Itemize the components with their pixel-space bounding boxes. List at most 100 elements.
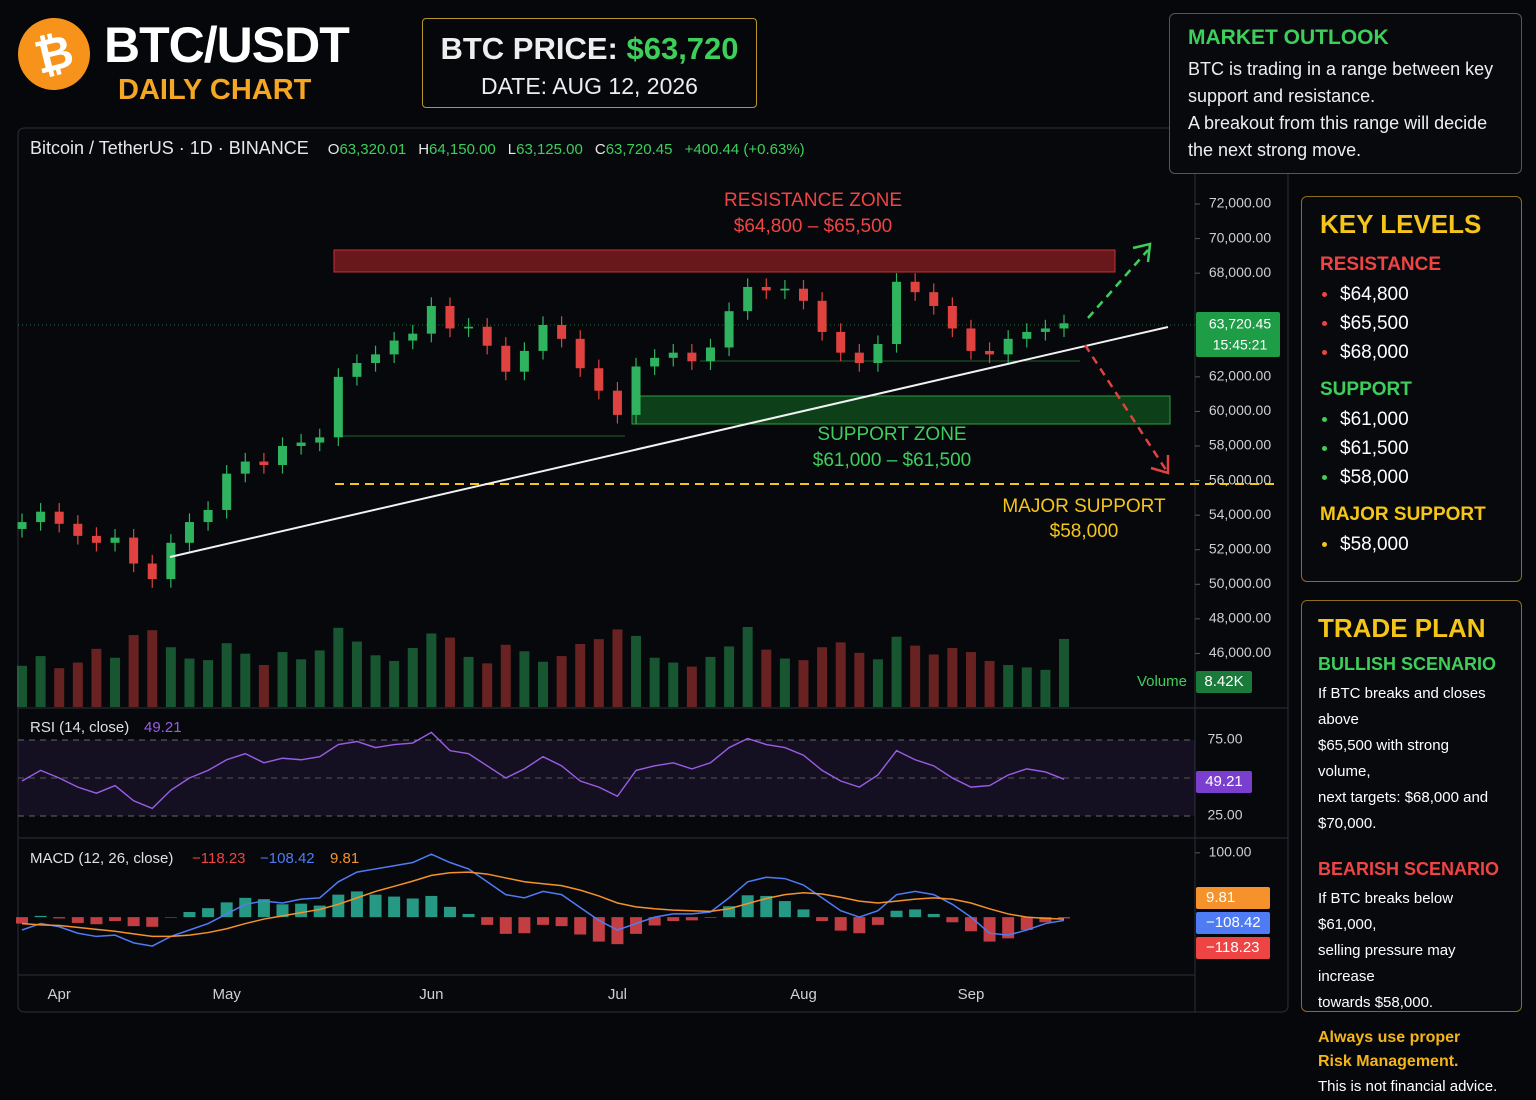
candle-body bbox=[408, 333, 418, 341]
volume-bar bbox=[649, 657, 660, 707]
macd-histogram-bar bbox=[518, 917, 531, 934]
ohlc-key: C bbox=[594, 141, 606, 158]
level: $61,500 bbox=[1320, 434, 1503, 463]
candle-body bbox=[464, 326, 474, 329]
volume-bar bbox=[612, 629, 623, 707]
macd-tick-label: 100.00 bbox=[1209, 844, 1252, 860]
y-tick-label: 52,000.00 bbox=[1209, 540, 1271, 556]
trend-line bbox=[169, 326, 1169, 558]
date: DATE: AUG 12, 2026 bbox=[481, 73, 698, 99]
disclaimer: This is not financial advice. bbox=[1318, 1078, 1498, 1095]
volume-bar bbox=[668, 662, 679, 707]
candle-body bbox=[668, 352, 678, 358]
volume-bar bbox=[835, 642, 846, 707]
macd-histogram-bar bbox=[537, 917, 549, 925]
macd-histogram-bar bbox=[890, 910, 903, 918]
macd-histogram-bar bbox=[760, 895, 773, 918]
y-tick-label: 58,000.00 bbox=[1209, 437, 1271, 453]
macd-histogram-bar bbox=[741, 895, 754, 918]
candle-body bbox=[426, 305, 436, 334]
candle-body bbox=[371, 354, 381, 364]
macd-histogram-bar bbox=[648, 917, 661, 926]
volume-bar bbox=[277, 652, 288, 707]
symbol: BTC/USDT bbox=[104, 17, 350, 73]
macd-histogram-bar bbox=[220, 902, 233, 918]
candle-body bbox=[222, 473, 232, 510]
candle-body bbox=[1059, 323, 1069, 329]
group-name: MAJOR SUPPORT bbox=[1320, 504, 1486, 525]
y-tick-label: 72,000.00 bbox=[1209, 195, 1271, 211]
last-price-badge bbox=[1196, 312, 1280, 357]
volume-bar bbox=[407, 648, 418, 707]
candle-body bbox=[389, 340, 399, 355]
candle-body bbox=[110, 537, 120, 543]
group-name: RESISTANCE bbox=[1320, 254, 1442, 275]
resistance-zone bbox=[333, 249, 1116, 273]
candle-body bbox=[1040, 328, 1050, 332]
candle-body bbox=[240, 461, 250, 474]
warning: Risk Management. bbox=[1318, 1053, 1459, 1070]
candle-body bbox=[184, 522, 194, 543]
y-tick-label: 48,000.00 bbox=[1209, 610, 1271, 626]
macd-histogram-bar bbox=[313, 905, 326, 918]
volume-bar bbox=[854, 652, 865, 707]
candle-body bbox=[631, 366, 641, 415]
volume-bar bbox=[891, 636, 902, 707]
x-tick-label: Apr bbox=[48, 986, 71, 1003]
volume-bar bbox=[314, 650, 325, 707]
y-tick-label: 54,000.00 bbox=[1209, 506, 1271, 522]
candle-body bbox=[315, 437, 325, 443]
level-value: $64,800 bbox=[1340, 284, 1409, 305]
volume-bar bbox=[389, 660, 400, 707]
y-tick-label: 70,000.00 bbox=[1209, 229, 1271, 245]
annotation: $61,000 – $61,500 bbox=[813, 450, 972, 471]
candle-body bbox=[538, 325, 548, 351]
macd-histogram-bar bbox=[332, 894, 345, 918]
macd-histogram-bar bbox=[909, 909, 922, 918]
x-tick-label: May bbox=[213, 986, 242, 1003]
candle-body bbox=[594, 368, 604, 391]
candle-body bbox=[501, 345, 511, 372]
bearish-arrowhead bbox=[1150, 455, 1170, 475]
macd-histogram-bar bbox=[834, 917, 847, 931]
level-value: $68,000 bbox=[1340, 342, 1409, 363]
macd-histogram-bar bbox=[369, 894, 382, 918]
candle-body bbox=[166, 542, 176, 580]
macd-badge-value: −118.23 bbox=[1206, 939, 1260, 956]
text-line: $65,500 with strong volume, bbox=[1318, 737, 1449, 780]
macd-histogram-bar bbox=[983, 917, 996, 942]
macd-histogram-bar bbox=[164, 917, 177, 918]
macd-histogram-bar bbox=[406, 898, 419, 918]
level: $65,500 bbox=[1320, 309, 1503, 338]
macd-readout: −108.42 bbox=[260, 850, 315, 867]
volume-bar bbox=[631, 635, 642, 707]
volume-bar bbox=[798, 660, 809, 707]
level: $64,800 bbox=[1320, 280, 1503, 309]
outlook-line: support and resistance. bbox=[1188, 86, 1376, 106]
volume-bar bbox=[333, 627, 344, 707]
ohlc-key: L bbox=[507, 141, 517, 158]
y-tick-label: 60,000.00 bbox=[1209, 402, 1271, 418]
volume-bar bbox=[1059, 638, 1069, 707]
candle-body bbox=[892, 281, 902, 345]
y-tick-label: 68,000.00 bbox=[1209, 264, 1271, 280]
level: $68,000 bbox=[1320, 338, 1503, 367]
ohlc-value: 63,320.01 bbox=[339, 141, 407, 158]
support-zone bbox=[631, 395, 1171, 425]
candle-body bbox=[1022, 331, 1032, 339]
volume-bar bbox=[538, 661, 548, 707]
macd-badge-value: 9.81 bbox=[1206, 889, 1235, 906]
macd-histogram-bar bbox=[964, 917, 977, 932]
y-tick-label: 62,000.00 bbox=[1209, 368, 1271, 384]
volume-bar bbox=[240, 653, 251, 707]
candle-body bbox=[333, 376, 343, 438]
macd-histogram-bar bbox=[946, 917, 959, 923]
chart-title: Bitcoin / TetherUS · 1D · BINANCE bbox=[30, 138, 309, 158]
page: 46,000.00 48,000.00 50,000.00 52,000.00 54,0… bbox=[10, 10, 1522, 1095]
macd-histogram-bar bbox=[927, 913, 940, 918]
volume-bar bbox=[817, 647, 828, 707]
macd-histogram-bar bbox=[127, 917, 140, 927]
volume-bar bbox=[910, 645, 921, 707]
candle-body bbox=[687, 352, 697, 362]
y-tick-label: 50,000.00 bbox=[1209, 575, 1271, 591]
